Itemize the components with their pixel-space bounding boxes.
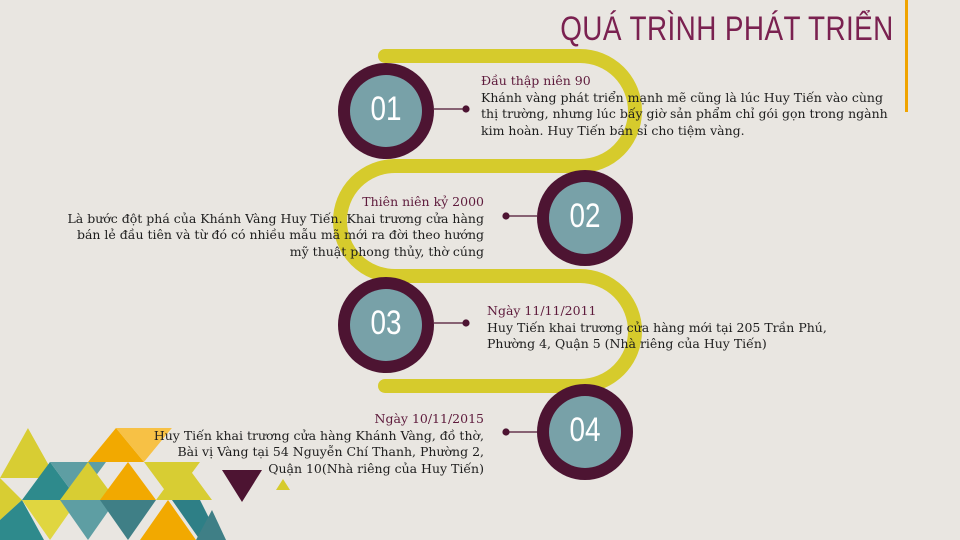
mosaic-triangle xyxy=(0,500,44,540)
mosaic-triangle xyxy=(140,500,196,540)
mosaic-triangle xyxy=(156,462,212,500)
page-title: QUÁ TRÌNH PHÁT TRIỂN xyxy=(560,10,894,48)
step-text-02: Thiên niên kỷ 2000 Là bước đột phá của K… xyxy=(68,194,485,260)
step-text-04: Ngày 10/11/2015 Huy Tiến khai trương cửa… xyxy=(154,411,484,477)
step-circle-01 xyxy=(338,63,434,159)
step-description-line: bán lẻ đầu tiên và từ đó có nhiều mẫu mã… xyxy=(76,227,484,242)
timeline-track xyxy=(333,49,642,393)
step-number-04: 04 xyxy=(569,411,601,449)
mosaic-triangle xyxy=(100,500,156,540)
step-description-line: Huy Tiến khai trương cửa hàng mới tại 20… xyxy=(487,319,827,335)
mosaic-triangle xyxy=(100,462,156,500)
mosaic-triangle xyxy=(60,462,116,500)
mosaic-triangle xyxy=(88,428,144,462)
mosaic-triangle xyxy=(116,428,172,462)
step-circle-03 xyxy=(338,277,434,373)
connector-dot-01 xyxy=(462,105,470,113)
connector-dot-02 xyxy=(502,212,510,220)
step-number-03: 03 xyxy=(370,304,402,342)
connector-dot-04 xyxy=(502,428,510,436)
mosaic-triangle xyxy=(22,500,78,540)
step-text-01: Đầu thập niên 90 Khánh vàng phát triển m… xyxy=(481,73,888,139)
mosaic-triangle xyxy=(144,428,200,462)
triangle-mosaic-decoration xyxy=(0,428,290,540)
step-description-line: Khánh vàng phát triển mạnh mẽ cũng là lú… xyxy=(481,89,883,105)
step-description-line: Là bước đột phá của Khánh Vàng Huy Tiến.… xyxy=(67,210,485,226)
mosaic-triangle xyxy=(28,428,84,478)
step-description-line: mỹ thuật phong thủy, thờ cúng xyxy=(289,243,484,259)
step-description-line: Phường 4, Quận 5 (Nhà riêng của Huy Tiến… xyxy=(487,336,767,351)
step-number-02: 02 xyxy=(569,197,601,235)
step-description-line: Quận 10(Nhà riêng của Huy Tiến) xyxy=(268,460,484,476)
step-description-line: Bài vị Vàng tại 54 Nguyễn Chí Thanh, Phư… xyxy=(177,444,484,459)
step-text-03: Ngày 11/11/2011 Huy Tiến khai trương cửa… xyxy=(487,303,827,353)
mosaic-triangle xyxy=(0,478,22,520)
step-circle-04 xyxy=(537,384,633,480)
mosaic-triangle xyxy=(60,500,116,540)
mosaic-triangle xyxy=(196,510,226,540)
connector-dot-03 xyxy=(462,319,470,327)
step-heading: Đầu thập niên 90 xyxy=(481,73,591,88)
step-description-line: kim hoàn. Huy Tiến bán sỉ cho tiệm vàng. xyxy=(481,122,745,138)
mosaic-triangle xyxy=(222,470,262,502)
step-heading: Thiên niên kỷ 2000 xyxy=(362,194,484,209)
mosaic-triangle xyxy=(22,462,78,500)
step-heading: Ngày 10/11/2015 xyxy=(374,411,484,426)
step-description-line: thị trường, nhưng lúc bấy giờ sản phẩm c… xyxy=(481,106,888,121)
step-number-01: 01 xyxy=(370,90,402,128)
mosaic-triangle xyxy=(276,479,290,490)
mosaic-triangle xyxy=(0,428,56,478)
step-heading: Ngày 11/11/2011 xyxy=(487,303,597,318)
step-circle-02 xyxy=(537,170,633,266)
step-description-line: Huy Tiến khai trương cửa hàng Khánh Vàng… xyxy=(153,427,484,443)
title-accent-bar xyxy=(905,0,908,112)
